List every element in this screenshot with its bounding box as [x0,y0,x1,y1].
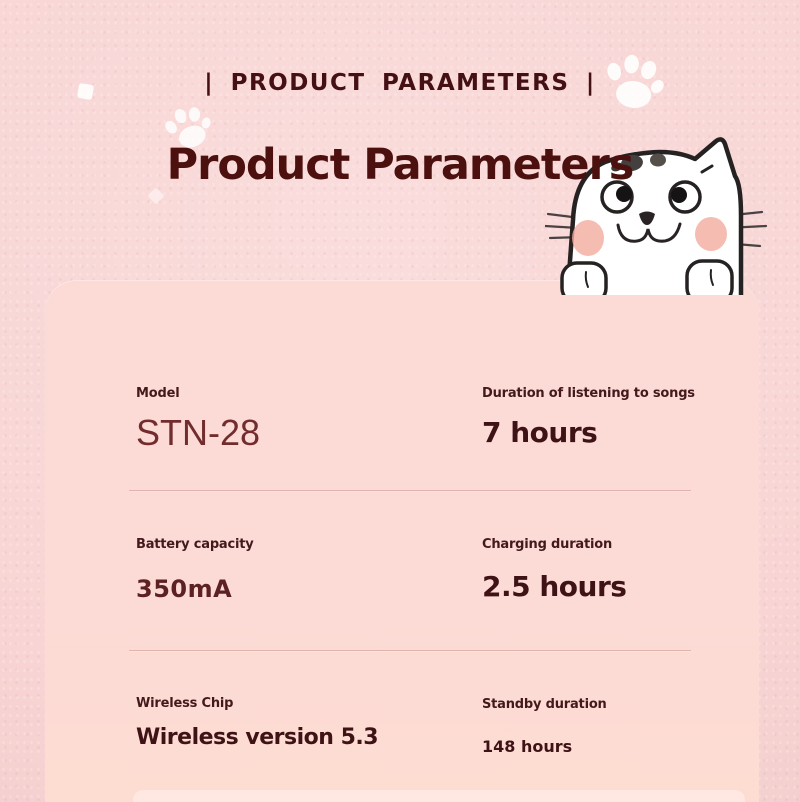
spec-card: Model STN-28 Duration of listening to so… [45,280,759,802]
cat-paws [560,259,734,295]
spec-standby-duration-value: 148 hours [482,737,573,756]
paw-print-icon [165,107,211,148]
spec-listening-duration-label: Duration of listening to songs [482,386,695,401]
spec-listening-duration-value: 7 hours [482,416,598,449]
divider [129,490,691,491]
cat-nose [639,211,655,225]
divider [129,650,691,651]
spec-wireless-chip-value: Wireless version 5.3 [136,725,379,750]
cat-mouth [616,222,682,243]
page-title: Product Parameters [166,140,635,190]
spec-wireless-chip-label: Wireless Chip [136,696,234,711]
bottom-panel-edge [133,790,745,802]
section-eyebrow: | PRODUCT PARAMETERS | [204,70,596,96]
cat-spots [611,153,666,172]
spec-battery-capacity-value: 350mA [136,575,233,603]
spec-charging-duration-label: Charging duration [482,537,613,552]
cat-blush [572,217,727,256]
spec-battery-capacity-label: Battery capacity [136,537,254,552]
cat-eyes [600,164,714,214]
paw-print-icon [607,54,664,108]
spec-model-label: Model [136,386,180,401]
cat-illustration [545,137,768,295]
spec-model-value: STN-28 [136,412,261,453]
spec-charging-duration-value: 2.5 hours [482,570,627,603]
sparkle-icon [147,187,165,205]
spec-standby-duration-label: Standby duration [482,697,607,712]
cat-head [565,137,744,295]
